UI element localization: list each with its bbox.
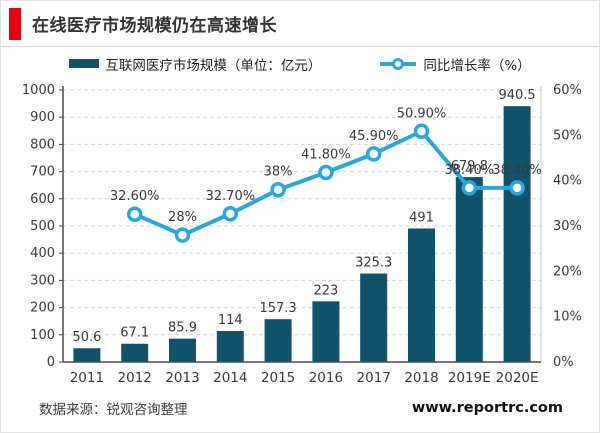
right-axis-tick-20%: 20% bbox=[553, 264, 582, 279]
line-swatch-icon bbox=[380, 57, 417, 70]
growth-label-2012: 32.60% bbox=[110, 189, 160, 204]
x-tick-2014: 2014 bbox=[213, 370, 247, 386]
marker-2017 bbox=[365, 146, 382, 162]
right-axis-tick-40%: 40% bbox=[553, 174, 582, 189]
bar-label-2012: 67.1 bbox=[120, 326, 149, 341]
data-source: 数据来源：锐观咨询整理 bbox=[39, 402, 188, 418]
right-axis-tick-50%: 50% bbox=[553, 128, 582, 143]
left-axis-tick-0: 0 bbox=[47, 355, 55, 370]
x-tick-2017: 2017 bbox=[357, 370, 391, 386]
x-tick-2018: 2018 bbox=[404, 370, 438, 386]
bar-label-2014: 114 bbox=[218, 313, 243, 328]
left-axis-tick-700: 700 bbox=[30, 165, 55, 180]
legend-item-growth: 同比增长率（%） bbox=[379, 54, 531, 74]
left-axis-tick-200: 200 bbox=[30, 301, 55, 316]
marker-2019E bbox=[461, 180, 478, 196]
footer: 数据来源：锐观咨询整理 www.reportrc.com bbox=[1, 390, 599, 418]
legend-item-market: 互联网医疗市场规模（单位：亿元） bbox=[69, 54, 321, 74]
bar-label-2018: 491 bbox=[409, 210, 434, 225]
marker-2013 bbox=[174, 227, 191, 243]
right-axis-tick-60%: 60% bbox=[553, 83, 582, 98]
bar-2016 bbox=[312, 301, 340, 362]
bar-2017 bbox=[360, 273, 388, 362]
bar-label-2019E: 679.8 bbox=[451, 159, 488, 174]
growth-label-2019E: 38.40% bbox=[445, 163, 495, 178]
marker-2018 bbox=[413, 123, 430, 140]
growth-label-2013: 28% bbox=[168, 210, 197, 225]
website-url: www.reportrc.com bbox=[411, 400, 563, 416]
chart-header: 在线医疗市场规模仍在高速增长 bbox=[1, 1, 599, 47]
bar-2014 bbox=[216, 330, 244, 362]
growth-label-2018: 50.90% bbox=[397, 106, 447, 121]
growth-label-2016: 41.80% bbox=[301, 148, 351, 163]
bar-2011 bbox=[73, 348, 101, 362]
bar-swatch-icon bbox=[69, 59, 100, 68]
bar-label-2017: 325.3 bbox=[355, 256, 392, 271]
bar-2020E bbox=[503, 106, 531, 363]
combo-chart: 0 100 200 300 400 500 600 700 800 900 1000 0% 10% 20%… bbox=[22, 83, 582, 386]
marker-2016 bbox=[318, 164, 334, 181]
legend-label-market: 互联网医疗市场规模（单位：亿元） bbox=[105, 57, 322, 74]
x-tick-2020E: 2020E bbox=[496, 370, 539, 386]
left-axis-tick-900: 900 bbox=[30, 110, 55, 125]
bar-2013 bbox=[169, 338, 196, 362]
x-tick-2019E: 2019E bbox=[448, 370, 491, 386]
right-axis-tick-10%: 10% bbox=[553, 310, 582, 325]
left-axis-tick-500: 500 bbox=[30, 219, 55, 234]
bar-label-2013: 85.9 bbox=[168, 321, 197, 336]
bar-2018 bbox=[408, 228, 435, 362]
x-tick-2013: 2013 bbox=[165, 370, 199, 386]
left-axis-tick-800: 800 bbox=[30, 137, 55, 152]
bar-label-2011: 50.6 bbox=[72, 330, 101, 345]
marker-2015 bbox=[270, 181, 286, 198]
growth-label-2020E: 38.40% bbox=[492, 163, 542, 178]
bar-label-2020E: 940.5 bbox=[498, 88, 535, 103]
chart-area: 0 100 200 300 400 500 600 700 800 900 1000 0% 10% 20%… bbox=[1, 80, 600, 390]
page-title: 在线医疗市场规模仍在高速增长 bbox=[32, 16, 277, 36]
marker-2020E bbox=[509, 180, 525, 196]
legend: 互联网医疗市场规模（单位：亿元） 同比增长率（%） bbox=[1, 47, 599, 80]
bar-label-2015: 157.3 bbox=[259, 301, 296, 316]
right-axis-tick-30%: 30% bbox=[553, 219, 582, 234]
left-axis-tick-600: 600 bbox=[30, 192, 55, 207]
right-axis-tick-0%: 0% bbox=[553, 355, 574, 370]
left-axis-tick-1000: 1000 bbox=[22, 83, 55, 98]
x-tick-2012: 2012 bbox=[118, 370, 152, 386]
title-accent-bar bbox=[9, 7, 21, 40]
bar-label-2016: 223 bbox=[313, 283, 338, 298]
marker-2012 bbox=[126, 206, 143, 222]
left-axis-tick-400: 400 bbox=[30, 246, 55, 261]
marker-2014 bbox=[222, 206, 239, 222]
legend-label-growth: 同比增长率（%） bbox=[423, 57, 531, 74]
growth-label-2015: 38% bbox=[264, 165, 293, 180]
left-axis-tick-100: 100 bbox=[30, 328, 55, 343]
x-tick-2011: 2011 bbox=[70, 370, 104, 386]
bar-2012 bbox=[121, 343, 149, 362]
x-tick-2015: 2015 bbox=[261, 370, 295, 386]
x-tick-2016: 2016 bbox=[309, 370, 343, 386]
bar-2015 bbox=[264, 319, 292, 362]
bar-2019E bbox=[455, 177, 483, 362]
left-axis-tick-300: 300 bbox=[30, 273, 55, 288]
growth-label-2014: 32.70% bbox=[206, 189, 256, 204]
growth-label-2017: 45.90% bbox=[349, 129, 399, 144]
